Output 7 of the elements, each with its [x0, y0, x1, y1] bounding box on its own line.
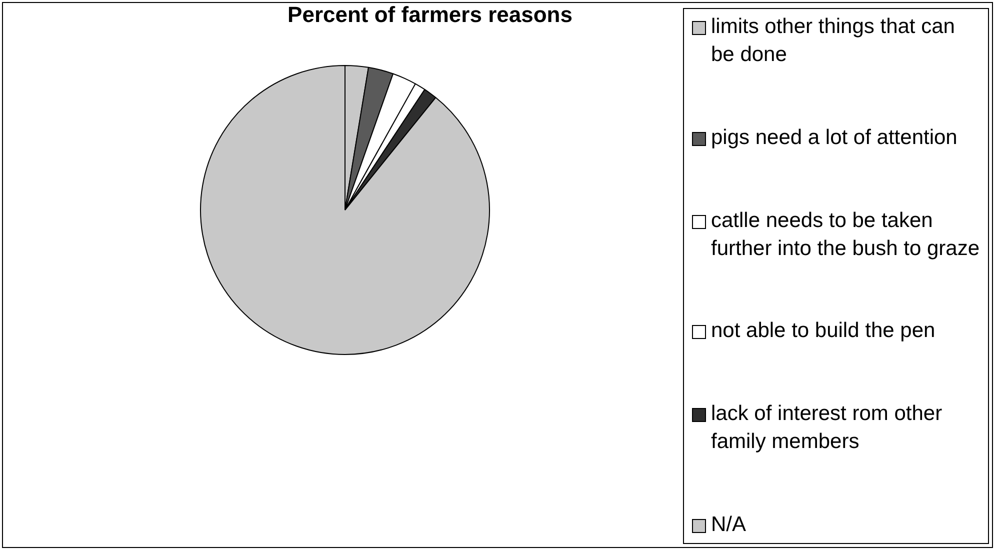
legend-label: limits other things that can be done: [711, 14, 956, 68]
legend-label: pigs need a lot of attention: [711, 124, 958, 151]
legend-label: not able to build the pen: [711, 318, 936, 344]
legend-label: catlle needs to be taken further into the bush to graze: [711, 208, 980, 262]
chart-title: Percent of farmers reasons: [286, 2, 574, 28]
legend-label: N/A: [711, 512, 746, 538]
legend-label: lack of interest rom other family members: [711, 401, 944, 456]
